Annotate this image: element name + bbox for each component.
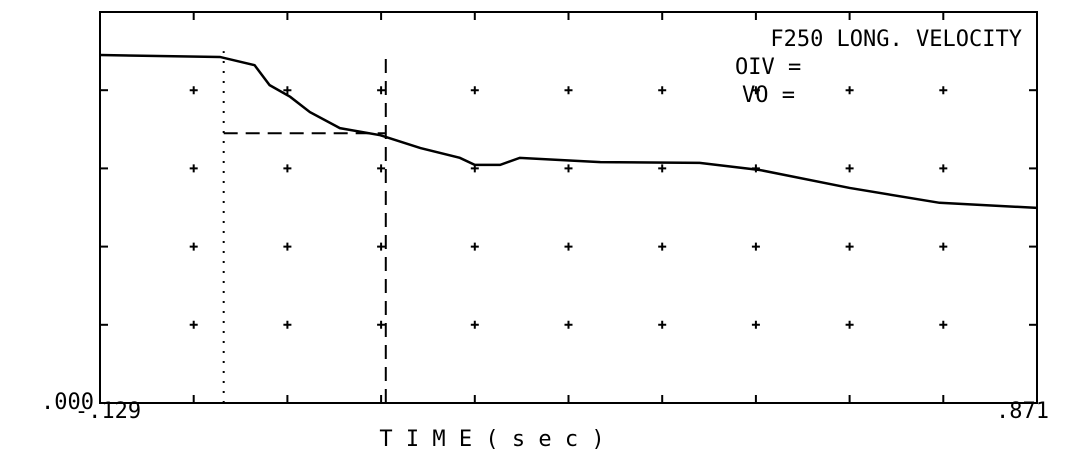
- grid-cross: [189, 242, 198, 251]
- grid-cross: [658, 164, 667, 173]
- grid-cross: [189, 320, 198, 329]
- grid-cross: [658, 86, 667, 95]
- grid-cross: [283, 164, 292, 173]
- grid-cross: [564, 320, 573, 329]
- grid-cross: [939, 164, 948, 173]
- grid-cross: [189, 164, 198, 173]
- grid-cross: [751, 320, 760, 329]
- grid-cross: [189, 86, 198, 95]
- x-tick-label: -.129: [75, 399, 141, 424]
- grid-cross: [939, 242, 948, 251]
- grid-cross: [283, 86, 292, 95]
- grid-cross: [377, 164, 386, 173]
- grid-cross: [751, 242, 760, 251]
- grid-cross: [283, 242, 292, 251]
- grid-cross: [845, 86, 854, 95]
- grid-cross: [564, 86, 573, 95]
- grid-cross: [845, 320, 854, 329]
- grid-cross: [470, 86, 479, 95]
- grid-cross: [377, 86, 386, 95]
- grid-cross: [658, 242, 667, 251]
- grid-cross: [377, 320, 386, 329]
- chart-title: F250 LONG. VELOCITY: [770, 27, 1022, 52]
- grid-cross: [564, 242, 573, 251]
- annotation: VO =: [742, 83, 795, 108]
- grid-cross: [470, 242, 479, 251]
- grid-cross: [845, 164, 854, 173]
- grid-cross: [658, 320, 667, 329]
- grid-cross: [939, 86, 948, 95]
- grid-cross: [564, 164, 573, 173]
- grid-cross: [283, 320, 292, 329]
- grid-cross: [845, 242, 854, 251]
- grid-cross: [751, 86, 760, 95]
- annotation: OIV =: [735, 55, 801, 80]
- data-line: [99, 53, 1038, 210]
- y-tick-label: .000: [41, 390, 94, 415]
- x-tick-label: .871: [996, 399, 1049, 424]
- grid-cross: [470, 320, 479, 329]
- grid-cross: [939, 320, 948, 329]
- grid-cross: [377, 242, 386, 251]
- plot-frame: [99, 11, 1038, 404]
- x-axis-label: T I M E ( s e c ): [379, 427, 604, 452]
